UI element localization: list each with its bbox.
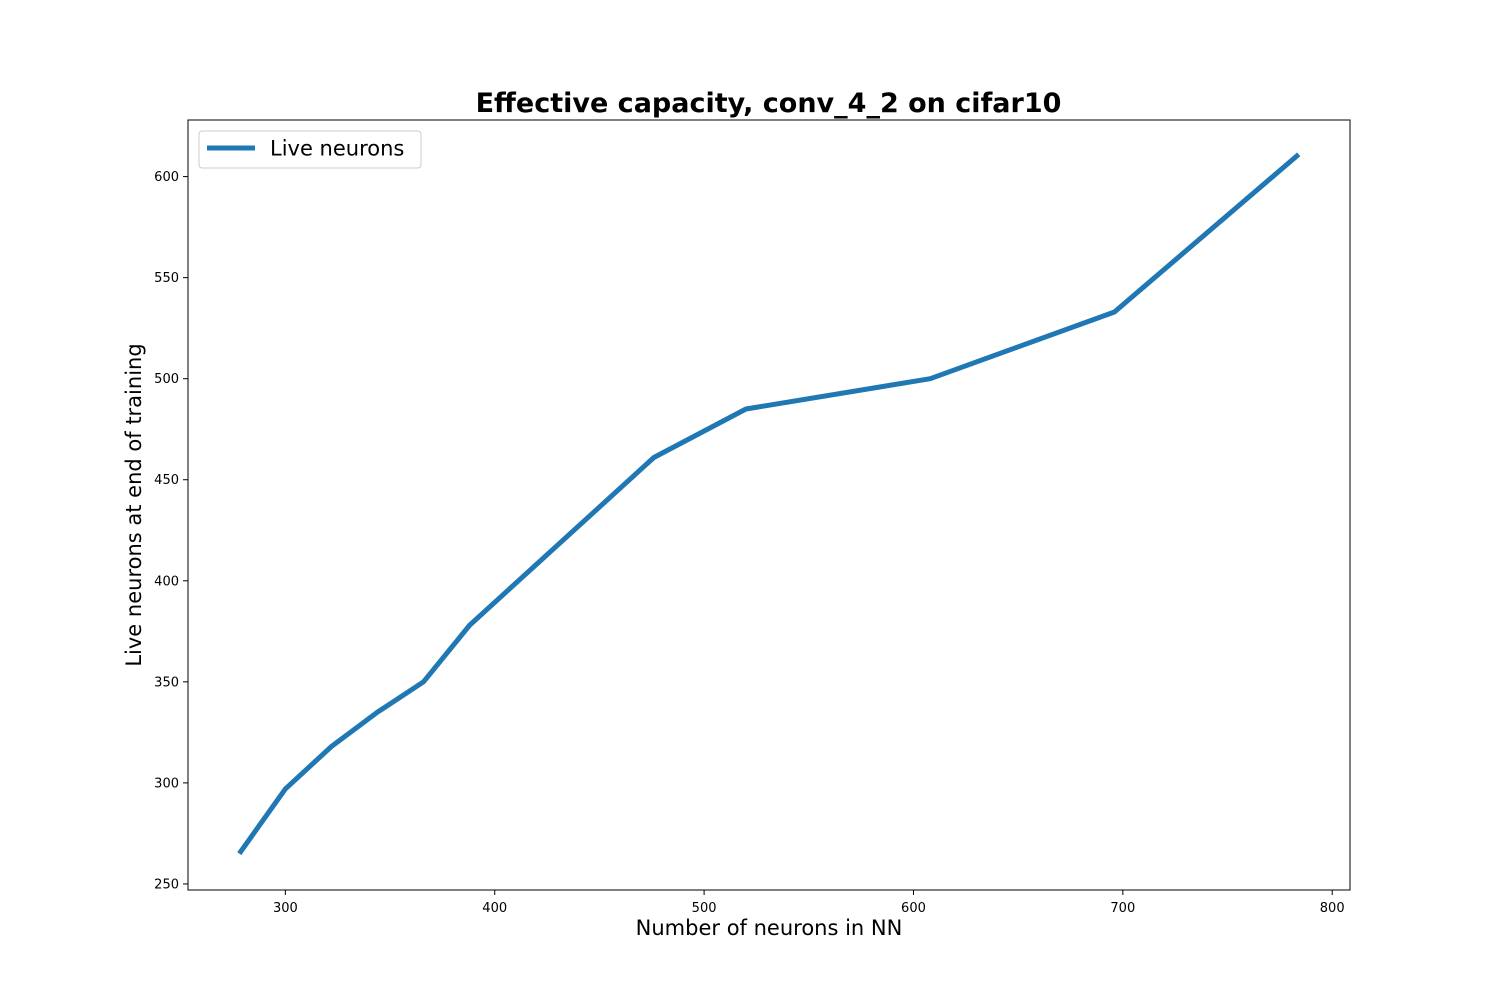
x-tick-label: 600 [901, 901, 926, 916]
plot-area-frame [187, 119, 1351, 891]
y-tick-label: 350 [154, 675, 179, 690]
y-tick-label: 600 [154, 170, 179, 185]
y-tick-label: 450 [154, 473, 179, 488]
y-tick-label: 400 [154, 574, 179, 589]
x-tick-label: 400 [482, 901, 507, 916]
y-tick-label: 500 [154, 372, 179, 387]
legend-label-live-neurons: Live neurons [270, 137, 404, 161]
x-axis-label: Number of neurons in NN [636, 916, 903, 940]
chart-title: Effective capacity, conv_4_2 on cifar10 [476, 88, 1062, 119]
y-tick-label: 300 [154, 776, 179, 791]
series-line-0 [237, 152, 1301, 856]
x-tick-label: 500 [692, 901, 717, 916]
y-tick-label: 550 [154, 271, 179, 286]
x-tick-label: 800 [1320, 901, 1345, 916]
y-axis-label: Live neurons at end of training [122, 343, 146, 666]
x-tick-label: 300 [273, 901, 298, 916]
x-tick-label: 700 [1110, 901, 1135, 916]
y-axis-ticks: 250 300 350 400 450 500 550 600 [154, 170, 188, 892]
x-axis-ticks: 300 400 500 600 700 800 [273, 890, 1345, 916]
y-tick-label: 250 [154, 877, 179, 892]
series-layer [237, 152, 1301, 856]
legend-box [198, 130, 422, 169]
legend: Live neurons [198, 130, 422, 169]
